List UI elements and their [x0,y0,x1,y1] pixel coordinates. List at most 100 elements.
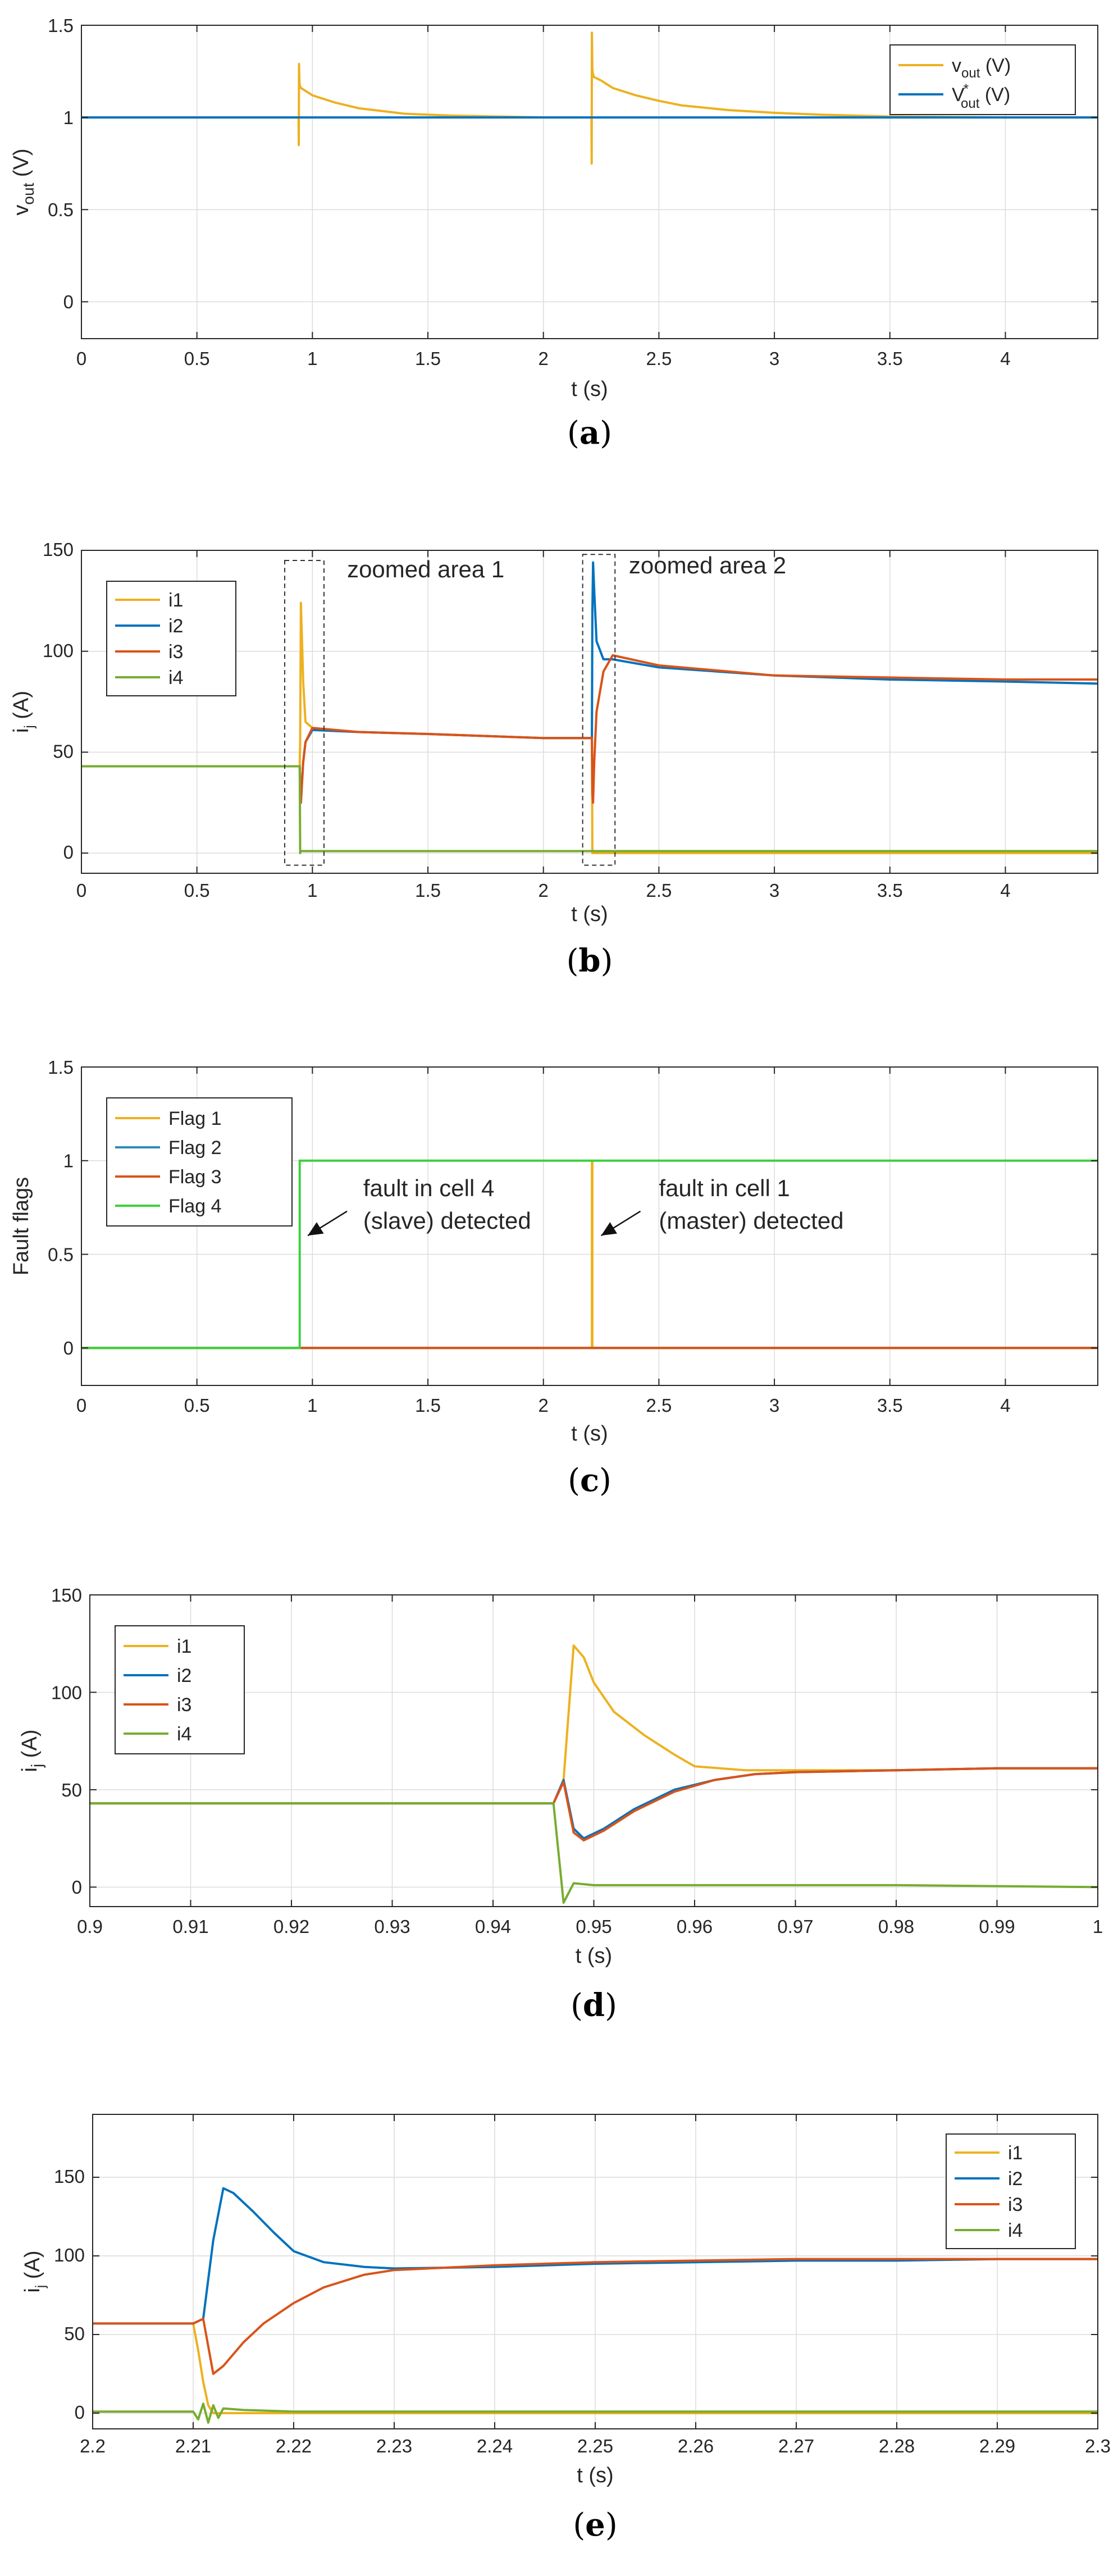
legend-entry: i3 [1008,2194,1023,2215]
panel-caption: (b) [567,942,613,979]
legend-entry: i4 [177,1724,191,1745]
y-tick-label: 50 [53,741,74,762]
legend-entry: Flag 4 [168,1196,222,1217]
x-tick-label: 3.5 [877,1395,903,1416]
legend: vout (V)V* out (V) [889,44,1076,115]
zoom-box [284,559,325,866]
x-tick-label: 3.5 [877,880,903,901]
axes-box [81,550,1098,874]
legend: i1 i2 i3 i4 [115,1625,245,1754]
x-tick-label: 0.9 [77,1916,103,1937]
y-tick-label: 0 [63,291,74,312]
x-tick-label: 2.5 [646,348,672,369]
x-tick-label: 0.91 [172,1916,208,1937]
series-line-i4 [93,2402,1098,2424]
y-axis-label: Fault flags [10,1177,33,1275]
annotation-text: fault in cell 1 [659,1175,790,1201]
y-tick-label: 0 [63,842,74,863]
series-line-i4 [81,765,1098,855]
y-tick-label: 1.5 [48,15,74,36]
x-tick-label: 2.5 [646,880,672,901]
y-tick-label: 1 [63,107,74,128]
x-tick-label: 2.27 [778,2436,814,2456]
annotation-arrowhead [601,1222,617,1236]
series-line-i3 [90,1767,1098,1842]
panel-c: 0 0.5 1 1.5 2 2.5 3 3.5 4 0 0.5 1 1.5 t (s) Fault flag… [10,1057,1098,1499]
annotation-text: (master) detected [659,1207,843,1234]
y-tick-label: 0.5 [48,199,74,220]
x-tick-label: 0.98 [878,1916,914,1937]
x-tick-label: 2.21 [175,2436,211,2456]
legend-entry: i2 [1008,2168,1023,2190]
y-tick-label: 150 [54,2166,85,2187]
x-tick-label: 0 [76,1395,86,1416]
x-tick-label: 0.93 [374,1916,410,1937]
legend-entry: Flag 3 [168,1166,222,1188]
x-tick-label: 1 [307,1395,317,1416]
x-tick-label: 2.2 [80,2436,106,2456]
x-tick-label: 0 [76,880,86,901]
y-tick-label: 1.5 [48,1057,74,1078]
legend-entry: i4 [168,667,183,689]
x-tick-label: 2.28 [879,2436,915,2456]
y-axis-label: ij (A) [18,1730,45,1772]
x-tick-label: 0.97 [777,1916,813,1937]
series-line-i3 [81,654,1098,804]
y-tick-label: 100 [51,1682,82,1703]
legend-entry: vout (V) [952,55,1011,81]
legend-entry: i3 [168,641,183,663]
legend-box [889,44,1076,115]
x-tick-label: 4 [1000,1395,1010,1416]
legend: i1 i2 i3 i4 [106,581,236,696]
x-tick-label: 2 [539,348,549,369]
panel-e: 2.2 2.21 2.22 2.23 2.24 2.25 2.26 2.27 2.28 2.29 2… [21,2114,1111,2543]
legend: i1 i2 i3 i4 [946,2133,1076,2249]
y-axis-label: vout (V) [10,148,37,215]
zoom-label: zoomed area 1 [347,556,504,582]
series-line-i4 [90,1802,1098,1904]
x-tick-label: 1.5 [415,1395,441,1416]
series-line-flag-4 [81,1159,1098,1349]
legend-entry: i1 [168,590,183,611]
legend-entry: i2 [177,1665,191,1686]
x-axis-label: t (s) [577,2464,613,2487]
y-tick-label: 0 [75,2402,85,2423]
legend: Flag 1 Flag 2 Flag 3 Flag 4 [106,1097,293,1227]
x-axis-label: t (s) [576,1944,612,1968]
y-tick-label: 50 [61,1780,82,1800]
x-tick-label: 2 [539,1395,549,1416]
x-tick-label: 0.92 [273,1916,309,1937]
x-tick-label: 0.5 [184,880,210,901]
x-tick-label: 2.29 [979,2436,1015,2456]
legend-entry: i4 [1008,2220,1023,2241]
legend-entry: V* out (V) [952,81,1010,111]
x-tick-label: 1.5 [415,348,441,369]
x-tick-label: 2 [539,880,549,901]
y-tick-label: 50 [64,2323,85,2344]
x-tick-label: 2.23 [376,2436,412,2456]
x-tick-label: 0.96 [677,1916,713,1937]
x-tick-label: 2.3 [1085,2436,1111,2456]
y-axis-label: ij (A) [21,2250,48,2292]
panel-b: 0 0.5 1 1.5 2 2.5 3 3.5 4 0 50 100 150 t (s) ij (A) (b)… [10,539,1098,979]
y-tick-label: 150 [43,539,74,560]
panel-caption: (d) [571,1987,617,2024]
plot-area [81,550,1098,873]
x-tick-label: 1 [1093,1916,1103,1937]
y-tick-label: 0 [72,1877,82,1898]
x-tick-label: 2.24 [477,2436,513,2456]
x-tick-label: 3.5 [877,348,903,369]
x-tick-label: 4 [1000,348,1010,369]
legend-entry: i1 [1008,2142,1023,2164]
x-tick-label: 1 [307,880,317,901]
x-tick-label: 0 [76,348,86,369]
x-tick-label: 3 [769,880,779,901]
x-tick-label: 4 [1000,880,1010,901]
y-tick-label: 100 [54,2245,85,2265]
y-tick-label: 150 [51,1585,82,1606]
panel-caption: (a) [567,414,612,452]
zoom-label: zoomed area 2 [629,552,786,578]
x-tick-label: 3 [769,1395,779,1416]
y-tick-label: 0 [63,1338,74,1358]
x-tick-label: 2.25 [577,2436,613,2456]
